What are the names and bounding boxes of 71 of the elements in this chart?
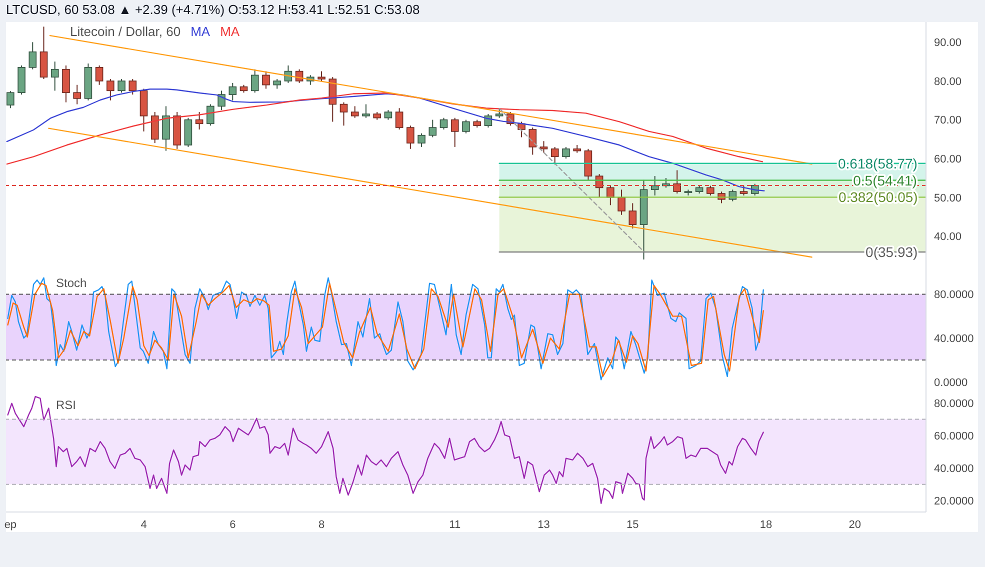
candlestick xyxy=(62,64,70,103)
candlestick xyxy=(318,70,326,82)
candlestick xyxy=(228,82,237,101)
y-tick-label: 80.00 xyxy=(934,76,962,88)
candlestick xyxy=(618,189,626,216)
y-tick-label: 40.00 xyxy=(934,231,962,244)
candlestick xyxy=(706,185,714,196)
y-tick-label: 60.00 xyxy=(934,153,962,166)
candlestick xyxy=(395,108,404,130)
x-tick-label: 15 xyxy=(626,518,639,531)
candlestick xyxy=(195,112,204,130)
y-tick-label: 0.0000 xyxy=(934,376,968,389)
candlestick xyxy=(450,117,459,148)
candlestick xyxy=(562,146,570,160)
x-tick-label: 11 xyxy=(449,518,461,531)
line-series xyxy=(7,396,764,504)
x-tick-label: 6 xyxy=(230,518,236,531)
candlestick xyxy=(428,119,437,138)
candlestick xyxy=(150,112,159,144)
candlestick xyxy=(250,68,259,94)
candlestick xyxy=(6,90,14,109)
text: MA xyxy=(190,24,210,40)
y-tick-label: 70.00 xyxy=(934,114,962,127)
chart-subtitle: Litecoin / Dollar, 60 xyxy=(70,24,181,40)
y-tick-label: 80.0000 xyxy=(934,398,974,410)
y-tick-label: 90.00 xyxy=(934,37,962,50)
candlestick xyxy=(50,61,59,92)
x-tick-label: ep xyxy=(4,518,17,531)
candlestick xyxy=(740,185,748,196)
y-tick-label: 40.0000 xyxy=(934,462,974,475)
x-tick-label: 13 xyxy=(538,518,550,531)
candlestick xyxy=(350,106,359,118)
y-tick-label: 60.0000 xyxy=(934,430,974,442)
candlestick xyxy=(206,104,214,126)
candlestick xyxy=(28,42,37,70)
line-series xyxy=(6,92,764,165)
candlestick xyxy=(118,78,126,94)
y-tick-label: 50.00 xyxy=(934,192,962,204)
x-tick-label: 20 xyxy=(848,518,862,531)
candlestick xyxy=(106,78,114,101)
candlestick xyxy=(218,90,226,111)
y-tick-label: 80.0000 xyxy=(934,289,974,302)
candlestick xyxy=(462,119,470,134)
candlestick xyxy=(673,170,681,194)
candlestick xyxy=(128,78,137,96)
y-tick-label: 40.0000 xyxy=(934,333,974,345)
candlestick xyxy=(73,84,81,105)
candlestick xyxy=(362,104,370,118)
candlestick xyxy=(540,140,548,154)
candlestick xyxy=(95,64,104,86)
text: RSI xyxy=(56,397,76,413)
candlestick xyxy=(273,78,281,90)
candlestick xyxy=(340,102,348,126)
text: MA xyxy=(220,24,240,40)
candlestick xyxy=(384,110,392,120)
candlestick xyxy=(406,125,414,150)
candlestick xyxy=(495,108,504,118)
candlestick xyxy=(550,146,559,165)
candlestick xyxy=(440,117,448,130)
y-tick-label: 20.0000 xyxy=(934,496,974,508)
candlestick xyxy=(528,127,537,156)
x-tick-label: 4 xyxy=(140,518,147,531)
candlestick xyxy=(418,132,426,148)
chart-title: LTCUSD, 60 53.08 ▲ +2.39 (+4.71%) O:53.12 H:53.41 L:52.51 C:53.08 xyxy=(6,1,420,19)
x-tick-label: 8 xyxy=(318,518,325,531)
candlestick xyxy=(628,202,637,229)
candlestick xyxy=(262,70,270,90)
chart-title: Stoch xyxy=(56,275,87,291)
candlestick xyxy=(162,106,170,152)
candlestick xyxy=(650,176,659,196)
x-tick-label: 18 xyxy=(760,518,772,531)
